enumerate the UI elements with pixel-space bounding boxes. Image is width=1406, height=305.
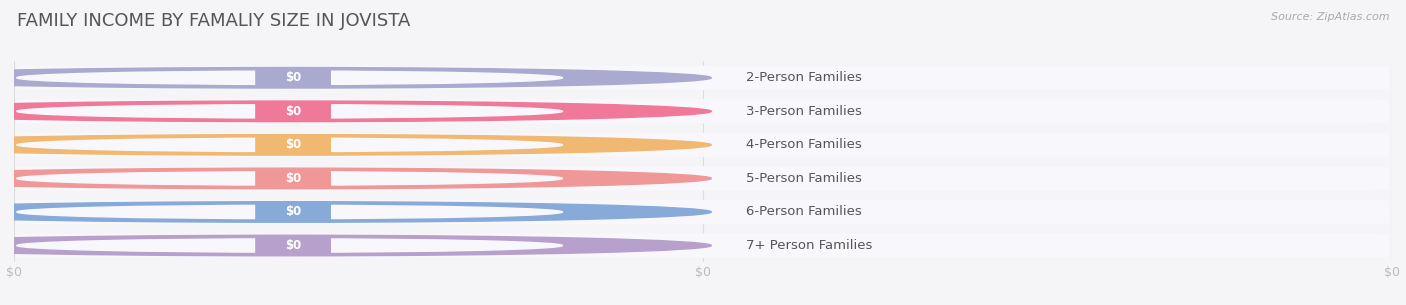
Circle shape	[17, 105, 562, 118]
FancyBboxPatch shape	[17, 133, 1389, 157]
FancyBboxPatch shape	[17, 200, 1389, 224]
FancyBboxPatch shape	[17, 233, 1389, 258]
FancyBboxPatch shape	[256, 169, 330, 188]
Text: 2-Person Families: 2-Person Families	[747, 71, 862, 84]
Text: $0: $0	[285, 71, 301, 84]
Text: 3-Person Families: 3-Person Families	[747, 105, 862, 118]
FancyBboxPatch shape	[256, 203, 330, 221]
Circle shape	[0, 202, 711, 222]
Text: $0: $0	[285, 138, 301, 151]
Text: $0: $0	[285, 239, 301, 252]
FancyBboxPatch shape	[17, 166, 1389, 191]
Text: $0: $0	[285, 105, 301, 118]
Text: 5-Person Families: 5-Person Families	[747, 172, 862, 185]
Text: FAMILY INCOME BY FAMALIY SIZE IN JOVISTA: FAMILY INCOME BY FAMALIY SIZE IN JOVISTA	[17, 12, 411, 30]
Circle shape	[0, 67, 711, 88]
Circle shape	[0, 101, 711, 122]
FancyBboxPatch shape	[256, 136, 330, 154]
Text: Source: ZipAtlas.com: Source: ZipAtlas.com	[1271, 12, 1389, 22]
FancyBboxPatch shape	[256, 102, 330, 120]
Circle shape	[0, 235, 711, 256]
Circle shape	[17, 205, 562, 219]
Text: 7+ Person Families: 7+ Person Families	[747, 239, 872, 252]
FancyBboxPatch shape	[256, 236, 330, 255]
Circle shape	[0, 135, 711, 155]
Circle shape	[17, 172, 562, 185]
Text: 4-Person Families: 4-Person Families	[747, 138, 862, 151]
Text: $0: $0	[285, 206, 301, 218]
Circle shape	[17, 138, 562, 152]
Circle shape	[17, 239, 562, 252]
Text: $0: $0	[285, 172, 301, 185]
FancyBboxPatch shape	[17, 66, 1389, 90]
FancyBboxPatch shape	[256, 69, 330, 87]
Circle shape	[17, 71, 562, 84]
Text: 6-Person Families: 6-Person Families	[747, 206, 862, 218]
Circle shape	[0, 168, 711, 189]
FancyBboxPatch shape	[17, 99, 1389, 124]
